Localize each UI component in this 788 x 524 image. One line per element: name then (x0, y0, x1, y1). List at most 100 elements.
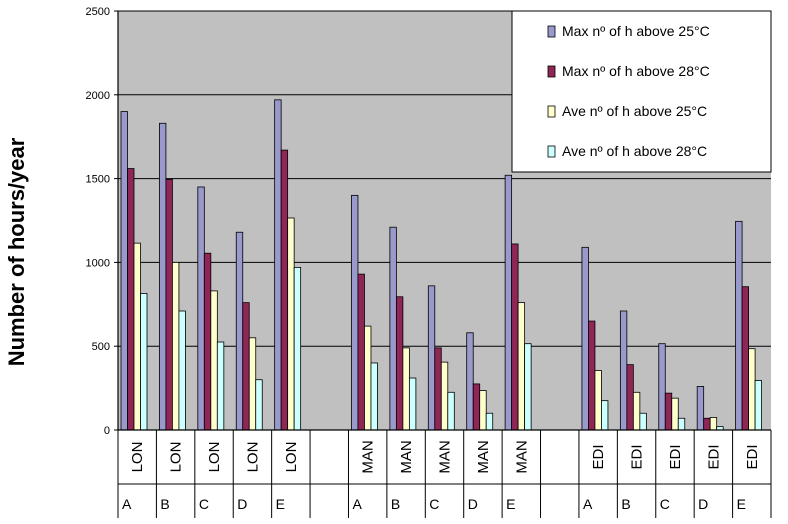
y-tick-label: 500 (92, 341, 110, 353)
x-category-city-label: MAN (360, 440, 377, 473)
bar-lon-b-series-3 (172, 261, 180, 431)
x-category-letter-label: E (737, 496, 746, 512)
x-category-letter-label: C (199, 496, 209, 512)
x-category-city-label: MAN (513, 440, 530, 473)
axes (117, 11, 771, 431)
y-tick-label: 2500 (86, 6, 110, 18)
bar-edi-e-series-1 (735, 220, 743, 431)
bar-lon-b-series-2 (165, 179, 173, 431)
x-category-city-label: LON (206, 442, 223, 473)
legend-swatch (547, 105, 556, 118)
bar-edi-e-series-3 (748, 348, 756, 431)
bar-man-c-series-3 (440, 361, 449, 431)
x-category-city-label: LON (244, 442, 261, 473)
bar-lon-a-series-3 (133, 242, 141, 431)
bar-lon-b-series-1 (159, 122, 167, 431)
legend-entry-label: Max nº of h above 25°C (562, 23, 710, 39)
bar-lon-b-series-4 (178, 310, 186, 431)
bar-edi-a-series-1 (581, 246, 589, 431)
x-category-city-label: EDI (629, 444, 646, 469)
x-category-letter-label: D (237, 496, 247, 512)
y-tick-label: 2000 (86, 90, 110, 102)
y-tick-label: 0 (104, 425, 110, 437)
x-category-letter-label: A (122, 496, 132, 512)
y-tick-labels: 0 500 1000 1500 2000 2500 (86, 6, 110, 437)
bar-lon-e-series-1 (274, 99, 282, 431)
legend-swatch (547, 25, 556, 38)
bar-lon-c-series-2 (203, 252, 212, 431)
y-tick-label: 1000 (86, 257, 110, 269)
x-category-letter-label: C (429, 496, 439, 512)
legend-entry-label: Ave nº of h above 28°C (562, 143, 707, 159)
x-category-letter-label: D (698, 496, 708, 512)
bar-lon-a-series-1 (120, 111, 128, 431)
x-category-letter-label: C (660, 496, 670, 512)
bar-edi-e-series-2 (741, 286, 749, 431)
bar-lon-c-series-1 (197, 186, 205, 431)
bar-edi-b-series-2 (626, 364, 634, 431)
bar-lon-c-series-4 (216, 341, 225, 431)
x-category-city-label: EDI (590, 444, 607, 469)
bar-man-d-series-4 (485, 412, 494, 431)
legend-swatch (547, 65, 556, 78)
x-category-letter-label: E (276, 496, 285, 512)
bar-man-d-series-2 (472, 383, 481, 431)
x-category-city-label: MAN (437, 440, 454, 473)
bar-edi-b-series-3 (632, 391, 641, 431)
bar-lon-d-series-3 (248, 337, 257, 431)
bar-lon-d-series-2 (242, 302, 250, 431)
x-category-letter-label: A (583, 496, 593, 512)
bar-man-b-series-1 (389, 226, 397, 431)
bar-edi-c-series-3 (671, 397, 679, 431)
bar-man-a-series-2 (357, 273, 365, 431)
bar-lon-a-series-2 (127, 168, 135, 431)
legend: Max nº of h above 25°C Max nº of h above … (511, 10, 772, 173)
y-axis-label: Number of hours/year (4, 137, 29, 366)
bar-man-b-series-4 (408, 377, 417, 431)
bar-edi-e-series-4 (754, 380, 762, 431)
x-category-city-label: LON (283, 442, 300, 473)
bar-man-d-series-1 (466, 332, 474, 431)
bar-man-a-series-1 (351, 194, 359, 431)
x-category-city-label: MAN (475, 440, 492, 473)
bar-edi-d-series-2 (703, 417, 711, 431)
bar-man-c-series-4 (447, 391, 455, 431)
bar-edi-b-series-1 (619, 310, 628, 431)
x-category-city-label: EDI (744, 444, 761, 469)
bar-man-b-series-2 (395, 296, 404, 431)
legend-box (511, 10, 772, 173)
bar-man-b-series-3 (402, 347, 410, 431)
bar-edi-c-series-2 (664, 392, 673, 431)
x-category-letter-label: A (352, 496, 362, 512)
bar-edi-c-series-1 (658, 343, 666, 431)
x-category-city-label: EDI (705, 444, 722, 469)
bar-lon-e-series-2 (280, 149, 289, 431)
bars (120, 99, 762, 431)
bar-man-e-series-2 (511, 243, 519, 431)
bar-edi-b-series-4 (639, 412, 647, 431)
x-category-city-label: LON (129, 442, 146, 473)
x-category-city-label: LON (168, 442, 185, 473)
bar-man-e-series-4 (524, 343, 532, 431)
bar-man-a-series-3 (364, 325, 372, 431)
bar-man-e-series-3 (517, 302, 526, 431)
bar-man-e-series-1 (504, 174, 513, 431)
legend-entry-label: Max nº of h above 28°C (562, 63, 710, 79)
bar-lon-d-series-1 (235, 231, 244, 431)
bar-edi-a-series-2 (588, 320, 596, 431)
bar-edi-d-series-1 (696, 386, 705, 431)
x-category-letter-label: B (391, 496, 400, 512)
legend-swatch (547, 145, 556, 158)
x-category-letter-label: B (621, 496, 630, 512)
x-category-city-label: MAN (398, 440, 415, 473)
x-category-letter-label: D (468, 496, 478, 512)
y-tick-label: 1500 (86, 174, 110, 186)
bar-lon-e-series-4 (293, 267, 302, 431)
bar-edi-a-series-3 (594, 370, 602, 431)
x-category-letter-label: B (160, 496, 169, 512)
x-category-city-label: EDI (667, 444, 684, 469)
bar-edi-c-series-4 (677, 417, 686, 431)
bar-man-c-series-1 (427, 285, 436, 431)
bar-lon-e-series-3 (287, 217, 295, 431)
